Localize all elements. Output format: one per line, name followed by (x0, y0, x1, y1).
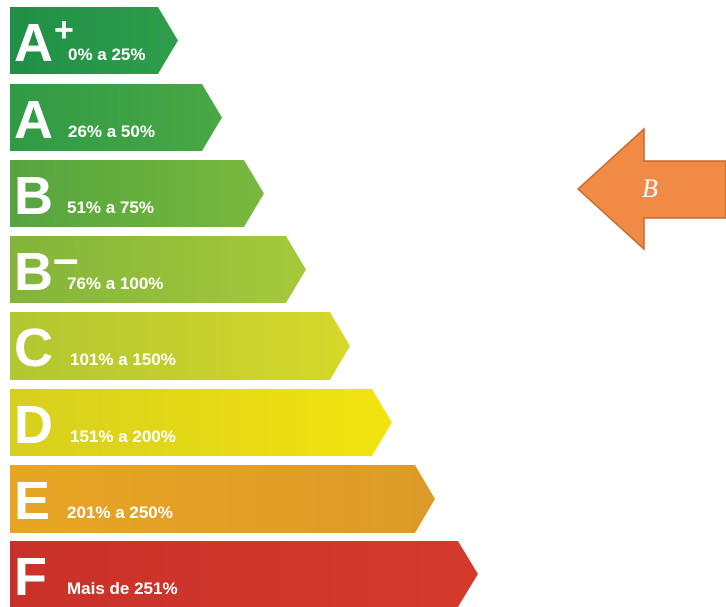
rating-range: Mais de 251% (67, 579, 178, 598)
rating-range: 151% a 200% (70, 427, 176, 446)
rating-letter: F (14, 547, 47, 607)
rating-bar-b: B 51% a 75% (10, 160, 264, 227)
rating-letter: A (14, 90, 53, 150)
left-arrow-icon (576, 127, 726, 251)
indicator-label: B (642, 174, 658, 203)
rating-bar-shape (10, 84, 222, 151)
rating-letter: B (14, 166, 53, 226)
rating-superscript: + (54, 11, 74, 49)
rating-range: 26% a 50% (68, 122, 155, 141)
rating-bar-shape (10, 389, 392, 456)
rating-bar-f: F Mais de 251% (10, 541, 478, 607)
rating-bar-shape (10, 7, 178, 74)
rating-letter: B (14, 242, 53, 302)
indicator-arrow: B (576, 127, 726, 251)
rating-range: 201% a 250% (67, 503, 173, 522)
rating-bar-a-plus: A +0% a 25% (10, 7, 178, 74)
rating-bar-shape (10, 236, 306, 303)
rating-bar-a: A 26% a 50% (10, 84, 222, 151)
rating-bar-shape (10, 465, 435, 533)
rating-bar-shape (10, 160, 264, 227)
rating-bars: A +0% a 25%A 26% a 50%B 51% a 75%B –76% a 10… (10, 7, 478, 607)
rating-range: 76% a 100% (67, 274, 163, 293)
rating-range: 101% a 150% (70, 350, 176, 369)
rating-letter: A (14, 13, 53, 73)
rating-superscript: – (53, 232, 79, 284)
rating-range: 0% a 25% (68, 45, 146, 64)
rating-range: 51% a 75% (67, 198, 154, 217)
rating-bar-e: E 201% a 250% (10, 465, 435, 533)
rating-bar-c: C 101% a 150% (10, 312, 350, 380)
rating-bar-b-minus: B –76% a 100% (10, 232, 306, 303)
rating-bar-shape (10, 312, 350, 380)
rating-letter: C (14, 318, 53, 378)
rating-bar-d: D 151% a 200% (10, 389, 392, 456)
rating-letter: E (14, 471, 50, 531)
rating-letter: D (14, 395, 53, 455)
rating-bar-shape (10, 541, 478, 607)
